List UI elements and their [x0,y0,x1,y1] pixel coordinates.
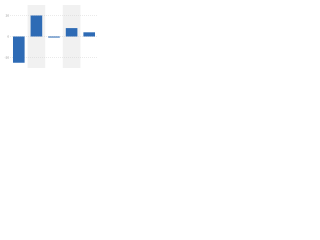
bar [48,36,60,38]
bar [83,32,96,37]
y-tick-label: 20 [6,13,10,17]
bar [30,15,43,37]
y-tick-label: 0 [7,34,9,38]
page: {"chart_data": {"type": "bar", "categori… [0,0,100,71]
y-tick-label: -20 [5,55,10,59]
bar [65,28,78,37]
bar [12,36,25,63]
chart: -20 0 20 [5,5,98,68]
